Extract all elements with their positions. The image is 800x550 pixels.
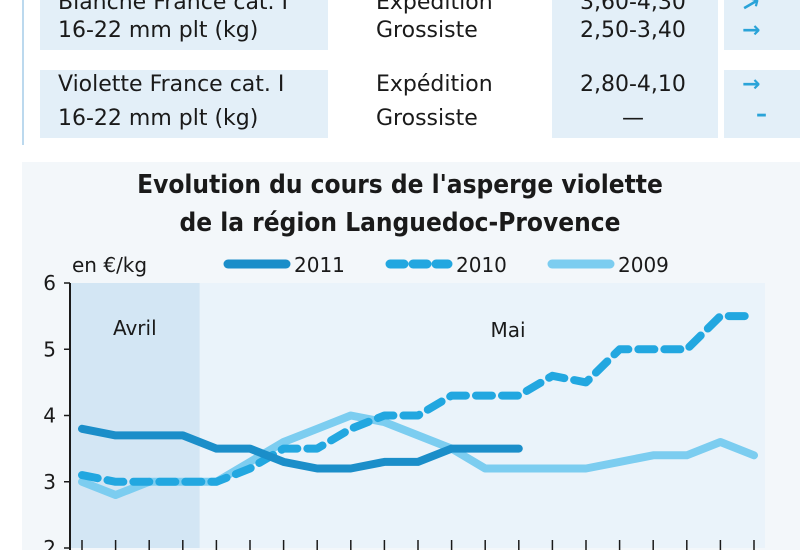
table-row-2-product-line-1: Violette France cat. I — [58, 72, 285, 97]
chart-title-line-2: de la région Languedoc-Provence — [179, 208, 621, 238]
period-label-mai: Mai — [490, 318, 525, 342]
table-row-1-price-1: 3,60-4,30 — [580, 0, 686, 15]
trend-none-icon: – — [756, 102, 767, 127]
table-row-1-product-line-1: Blanche France cat. I — [58, 0, 289, 15]
series-line-2010 — [78, 312, 758, 486]
y-tick-label: 6 — [43, 271, 56, 295]
table-row-2-product-line-2: 16-22 mm plt (kg) — [58, 106, 259, 131]
table-row-1-price-2: 2,50-3,40 — [580, 18, 686, 43]
series-line-2011 — [78, 424, 523, 473]
y-tick-label: 5 — [43, 337, 56, 361]
table-rule — [22, 0, 24, 145]
table-row-1-product-line-2: 16-22 mm plt (kg) — [58, 18, 259, 43]
legend-label-2009: 2009 — [618, 253, 669, 277]
table-row-2-stage-2: Grossiste — [376, 106, 478, 131]
legend-label-2011: 2011 — [294, 253, 345, 277]
chart-title-line-1: Evolution du cours de l'asperge violette — [137, 170, 663, 200]
legend-label-2010: 2010 — [456, 253, 507, 277]
trend-stable-icon: → — [742, 72, 761, 97]
table-row-2-price-2: — — [622, 106, 644, 131]
y-tick-label: 3 — [43, 470, 56, 494]
y-tick-label: 4 — [43, 404, 56, 428]
table-row-1-stage-1: Expédition — [376, 0, 493, 15]
table-row-1-stage-2: Grossiste — [376, 18, 478, 43]
price-table: Blanche France cat. I 16-22 mm plt (kg) … — [0, 0, 800, 150]
table-trend-column — [724, 0, 800, 50]
period-label-avril: Avril — [113, 316, 157, 340]
trend-stable-icon: → — [742, 18, 761, 43]
table-row-2-price-1: 2,80-4,10 — [580, 72, 686, 97]
y-axis-label: en €/kg — [72, 253, 147, 277]
table-price-column — [552, 0, 718, 138]
table-trend-column — [724, 70, 800, 138]
y-tick-label: 2 — [43, 536, 56, 550]
table-row-2-stage-1: Expédition — [376, 72, 493, 97]
period-shade-avril — [70, 283, 200, 548]
table-row-band — [40, 70, 328, 138]
table-row-band — [40, 0, 328, 50]
